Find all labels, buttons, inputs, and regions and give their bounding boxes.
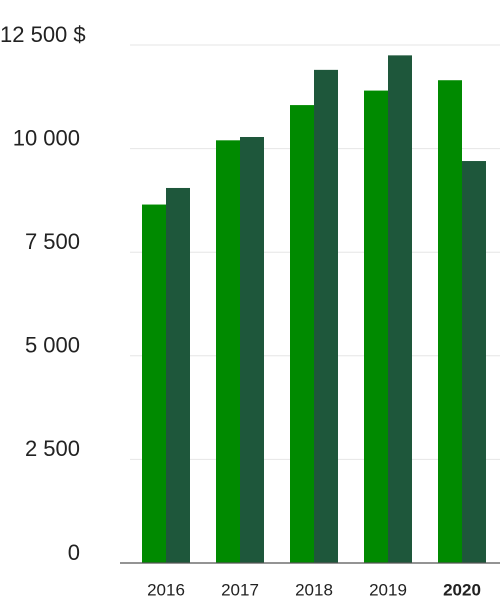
- y-tick-label: 12 500 $: [0, 22, 86, 47]
- bar: [216, 140, 240, 563]
- bar: [290, 105, 314, 563]
- y-tick-label: 7 500: [25, 229, 80, 254]
- x-tick-label: 2020: [443, 580, 481, 599]
- y-tick-label: 0: [68, 540, 80, 565]
- bar: [388, 55, 412, 564]
- y-tick-label: 5 000: [25, 333, 80, 358]
- y-tick-label: 2 500: [25, 436, 80, 461]
- bar: [314, 69, 338, 563]
- x-tick-label: 2016: [147, 580, 185, 599]
- x-tick-label: 2018: [295, 580, 333, 599]
- x-tick-label: 2019: [369, 580, 407, 599]
- bar: [142, 204, 166, 563]
- bar: [240, 136, 264, 563]
- y-tick-label: 10 000: [13, 125, 80, 150]
- bar: [462, 161, 486, 564]
- bar: [364, 90, 388, 564]
- bar: [166, 187, 190, 563]
- x-tick-label: 2017: [221, 580, 259, 599]
- bar: [438, 80, 462, 563]
